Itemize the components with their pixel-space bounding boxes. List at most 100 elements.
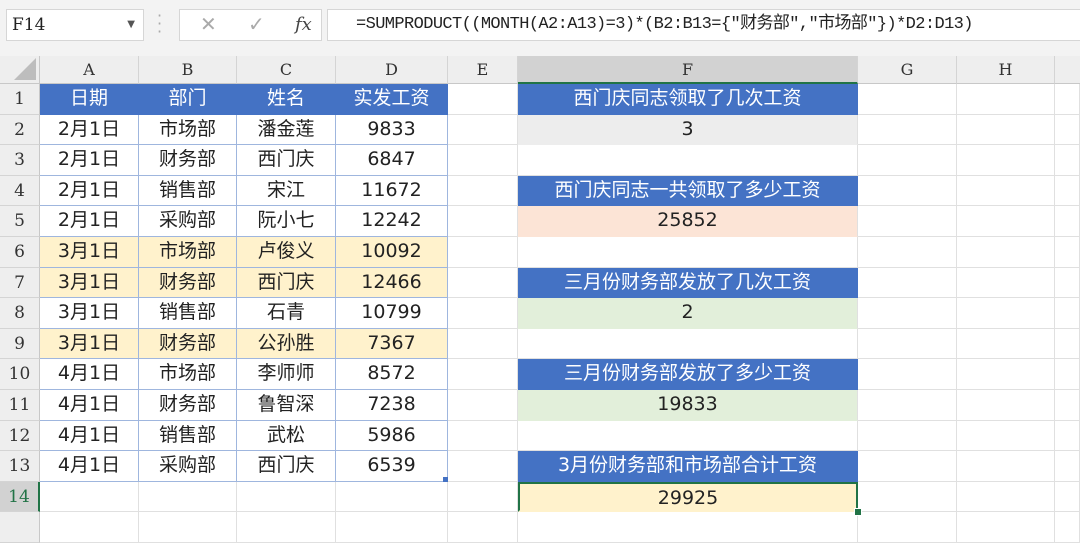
- cell[interactable]: [858, 237, 957, 268]
- name-cell[interactable]: 阮小七: [237, 206, 336, 237]
- cell[interactable]: [957, 84, 1055, 115]
- cell[interactable]: [957, 298, 1055, 329]
- column-header-g[interactable]: G: [858, 56, 957, 84]
- name-cell[interactable]: 武松: [237, 420, 336, 452]
- cell[interactable]: [518, 512, 858, 543]
- cell[interactable]: [1055, 481, 1080, 513]
- cell[interactable]: [858, 206, 957, 237]
- cell[interactable]: [448, 206, 518, 237]
- cell[interactable]: [858, 328, 957, 360]
- cell[interactable]: [858, 512, 957, 543]
- cell[interactable]: [448, 359, 518, 390]
- cell[interactable]: [1055, 328, 1080, 360]
- cell[interactable]: [1055, 512, 1080, 543]
- salary-cell[interactable]: 5986: [336, 420, 448, 452]
- cell[interactable]: [858, 420, 957, 452]
- cell[interactable]: [957, 175, 1055, 207]
- drag-handle-icon[interactable]: · · ·: [157, 6, 163, 41]
- table-header-cell[interactable]: 日期: [40, 84, 139, 115]
- cell[interactable]: [518, 145, 858, 176]
- salary-cell[interactable]: 10092: [336, 237, 448, 268]
- cell[interactable]: [1055, 114, 1080, 146]
- row-header-14[interactable]: 14: [0, 481, 40, 513]
- department-cell[interactable]: 财务部: [139, 390, 237, 421]
- date-cell[interactable]: 4月1日: [40, 359, 139, 390]
- cell[interactable]: [858, 267, 957, 299]
- date-cell[interactable]: 4月1日: [40, 390, 139, 421]
- cell[interactable]: [40, 481, 139, 513]
- cell[interactable]: [957, 145, 1055, 176]
- department-cell[interactable]: 财务部: [139, 328, 237, 360]
- cell[interactable]: [1055, 84, 1080, 115]
- insert-function-icon[interactable]: fx: [295, 14, 312, 35]
- department-cell[interactable]: 财务部: [139, 145, 237, 176]
- date-cell[interactable]: 3月1日: [40, 237, 139, 268]
- row-header-2[interactable]: 2: [0, 114, 40, 146]
- row-header-10[interactable]: 10: [0, 359, 40, 390]
- date-cell[interactable]: 3月1日: [40, 328, 139, 360]
- salary-cell[interactable]: 6847: [336, 145, 448, 176]
- salary-cell[interactable]: 6539: [336, 451, 448, 482]
- cell[interactable]: [139, 481, 237, 513]
- cell[interactable]: [448, 114, 518, 146]
- row-header-5[interactable]: 5: [0, 206, 40, 237]
- cell[interactable]: [448, 390, 518, 421]
- column-header-h[interactable]: H: [957, 56, 1055, 84]
- table-resize-handle[interactable]: [443, 476, 448, 482]
- column-header-f[interactable]: F: [518, 56, 858, 84]
- cell[interactable]: [1055, 206, 1080, 237]
- cell[interactable]: [448, 481, 518, 513]
- cell[interactable]: [448, 451, 518, 482]
- cell[interactable]: [957, 206, 1055, 237]
- cell[interactable]: [1055, 298, 1080, 329]
- name-cell[interactable]: 潘金莲: [237, 114, 336, 146]
- date-cell[interactable]: 2月1日: [40, 114, 139, 146]
- date-cell[interactable]: 2月1日: [40, 145, 139, 176]
- column-header-d[interactable]: D: [336, 56, 448, 84]
- table-header-cell[interactable]: 实发工资: [336, 84, 448, 115]
- cell[interactable]: [957, 481, 1055, 513]
- cell[interactable]: [1055, 237, 1080, 268]
- summary-value-selected[interactable]: 29925: [518, 481, 858, 513]
- table-header-cell[interactable]: 部门: [139, 84, 237, 115]
- department-cell[interactable]: 销售部: [139, 298, 237, 329]
- cell[interactable]: [858, 359, 957, 390]
- cell[interactable]: [858, 175, 957, 207]
- column-header-e[interactable]: E: [448, 56, 518, 84]
- cell[interactable]: [957, 390, 1055, 421]
- cell[interactable]: [957, 451, 1055, 482]
- name-cell[interactable]: 卢俊义: [237, 237, 336, 268]
- cell[interactable]: [448, 267, 518, 299]
- cell[interactable]: [858, 390, 957, 421]
- cancel-icon[interactable]: ✕: [200, 12, 217, 36]
- cell[interactable]: [448, 420, 518, 452]
- summary-title[interactable]: 三月份财务部发放了多少工资: [518, 359, 858, 390]
- row-header-15[interactable]: [0, 512, 40, 543]
- salary-cell[interactable]: 12242: [336, 206, 448, 237]
- cell[interactable]: [1055, 359, 1080, 390]
- cell[interactable]: [139, 512, 237, 543]
- date-cell[interactable]: 2月1日: [40, 175, 139, 207]
- row-header-3[interactable]: 3: [0, 145, 40, 176]
- row-header-9[interactable]: 9: [0, 328, 40, 360]
- name-cell[interactable]: 宋江: [237, 175, 336, 207]
- name-cell[interactable]: 鲁智深: [237, 390, 336, 421]
- name-box[interactable]: F14 ▼: [6, 9, 144, 41]
- row-header-8[interactable]: 8: [0, 298, 40, 329]
- column-header-a[interactable]: A: [40, 56, 139, 84]
- salary-cell[interactable]: 7238: [336, 390, 448, 421]
- summary-title[interactable]: 3月份财务部和市场部合计工资: [518, 451, 858, 482]
- cell[interactable]: [448, 84, 518, 115]
- salary-cell[interactable]: 10799: [336, 298, 448, 329]
- cell[interactable]: [448, 328, 518, 360]
- name-cell[interactable]: 公孙胜: [237, 328, 336, 360]
- cell[interactable]: [448, 237, 518, 268]
- salary-cell[interactable]: 12466: [336, 267, 448, 299]
- row-header-7[interactable]: 7: [0, 267, 40, 299]
- salary-cell[interactable]: 9833: [336, 114, 448, 146]
- department-cell[interactable]: 销售部: [139, 420, 237, 452]
- department-cell[interactable]: 销售部: [139, 175, 237, 207]
- summary-title[interactable]: 西门庆同志领取了几次工资: [518, 84, 858, 115]
- row-header-6[interactable]: 6: [0, 237, 40, 268]
- summary-title[interactable]: 三月份财务部发放了几次工资: [518, 267, 858, 299]
